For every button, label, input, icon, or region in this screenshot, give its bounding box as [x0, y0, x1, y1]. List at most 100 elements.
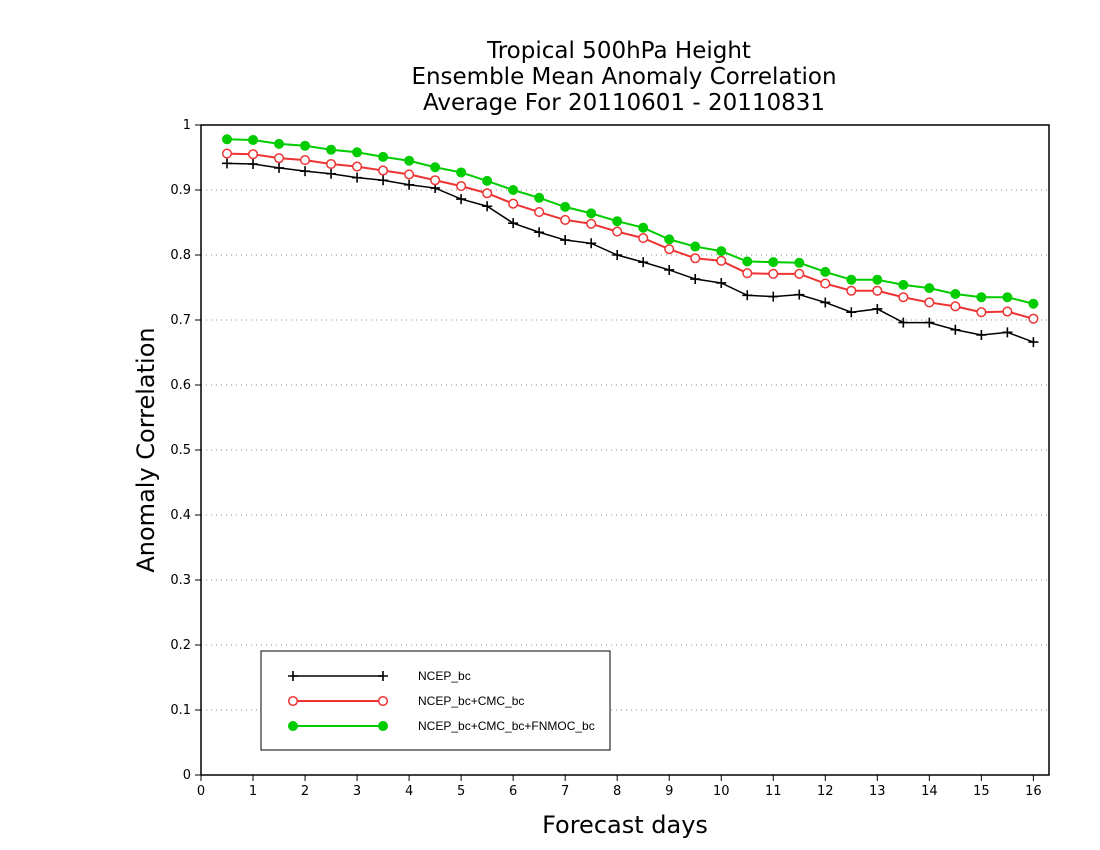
x-tick-label: 14: [921, 784, 938, 799]
data-point: [794, 268, 805, 279]
data-point: [716, 277, 727, 288]
data-point: [794, 257, 805, 268]
data-point: [872, 303, 883, 314]
data-point: [352, 172, 363, 183]
data-point: [846, 274, 857, 285]
data-point: [560, 235, 571, 246]
y-tick-label: 0.7: [170, 313, 191, 328]
data-point: [976, 292, 987, 303]
data-point: [794, 289, 805, 300]
data-point: [768, 291, 779, 302]
data-point: [820, 266, 831, 277]
data-point: [299, 155, 311, 166]
data-point: [273, 153, 285, 164]
data-point: [846, 307, 857, 318]
data-point: [326, 144, 337, 155]
data-point: [846, 285, 857, 296]
data-point: [287, 695, 299, 707]
y-tick-label: 0.2: [170, 638, 191, 653]
data-point: [222, 158, 233, 169]
data-point: [924, 283, 935, 294]
data-point: [1028, 298, 1039, 309]
data-point: [404, 179, 415, 190]
data-point: [768, 257, 779, 268]
data-point: [612, 216, 623, 227]
data-point: [508, 218, 519, 229]
data-point: [924, 317, 935, 328]
data-point: [404, 155, 415, 166]
data-point: [326, 168, 337, 179]
data-point: [404, 169, 415, 180]
legend-entry: NCEP_bc+CMC_bc: [287, 694, 524, 708]
data-point: [508, 198, 519, 209]
x-tick-label: 1: [249, 784, 257, 799]
data-point: [586, 218, 597, 229]
data-point: [274, 162, 285, 173]
data-point: [352, 161, 363, 172]
legend-label: NCEP_bc+CMC_bc: [418, 694, 524, 708]
data-point: [872, 285, 883, 296]
y-tick-label: 0.3: [170, 573, 191, 588]
x-tick-label: 10: [713, 784, 730, 799]
data-point: [352, 147, 363, 158]
chart-title-line-3: Average For 20110601 - 20110831: [423, 90, 825, 116]
series-3: [222, 134, 1039, 309]
data-point: [378, 721, 388, 731]
data-point: [950, 301, 961, 312]
data-point: [378, 165, 389, 176]
data-point: [950, 289, 961, 299]
data-point: [976, 329, 987, 340]
data-point: [586, 208, 597, 219]
data-point: [612, 250, 623, 260]
legend: NCEP_bc NCEP_bc+CMC_bc NCEP_bc+CMC_bc+FNMO…: [260, 650, 611, 751]
data-point: [820, 278, 831, 289]
data-point: [377, 695, 389, 707]
data-point: [288, 671, 298, 681]
data-point: [326, 158, 337, 170]
data-point: [716, 255, 727, 266]
data-point: [638, 222, 649, 233]
data-point: [976, 307, 987, 318]
data-point: [456, 167, 467, 178]
legend-label: NCEP_bc+CMC_bc+FNMOC_bc: [418, 719, 595, 733]
x-tick-label: 3: [353, 784, 361, 799]
data-point: [221, 148, 233, 159]
data-point: [482, 201, 493, 212]
data-point: [898, 317, 909, 328]
data-point: [456, 194, 467, 205]
x-axis: 0 1 2 3 4 5 6 7 8 9 10 11 12 13 14 15 16: [197, 775, 1042, 799]
data-point: [898, 279, 909, 290]
x-tick-label: 4: [405, 784, 413, 799]
y-tick-label: 0.5: [170, 443, 191, 458]
x-tick-label: 9: [665, 784, 673, 799]
data-point: [508, 185, 519, 195]
chart-title: Tropical 500hPa Height Ensemble Mean Ano…: [411, 38, 836, 116]
data-point: [560, 201, 571, 212]
data-point: [430, 175, 441, 186]
data-point: [300, 166, 311, 177]
x-tick-label: 7: [561, 784, 569, 799]
data-point: [664, 264, 675, 275]
x-tick-label: 12: [817, 784, 834, 799]
data-point: [1002, 306, 1013, 317]
data-point: [1002, 327, 1013, 338]
data-point: [664, 244, 675, 255]
series-line: [226, 138, 1034, 305]
data-point: [612, 226, 623, 237]
data-point: [742, 290, 753, 301]
x-tick-label: 13: [869, 784, 886, 799]
data-point: [690, 274, 701, 285]
data-point: [534, 192, 545, 203]
data-point: [560, 214, 571, 225]
data-point: [768, 268, 779, 279]
x-tick-label: 0: [197, 784, 205, 799]
chart-title-line-2: Ensemble Mean Anomaly Correlation: [411, 64, 836, 90]
x-tick-label: 2: [301, 784, 309, 799]
series-1: [222, 158, 1039, 348]
data-point: [690, 241, 701, 252]
data-point: [430, 162, 441, 173]
x-tick-label: 11: [765, 784, 782, 799]
x-tick-label: 16: [1025, 784, 1042, 799]
data-point: [664, 234, 675, 245]
